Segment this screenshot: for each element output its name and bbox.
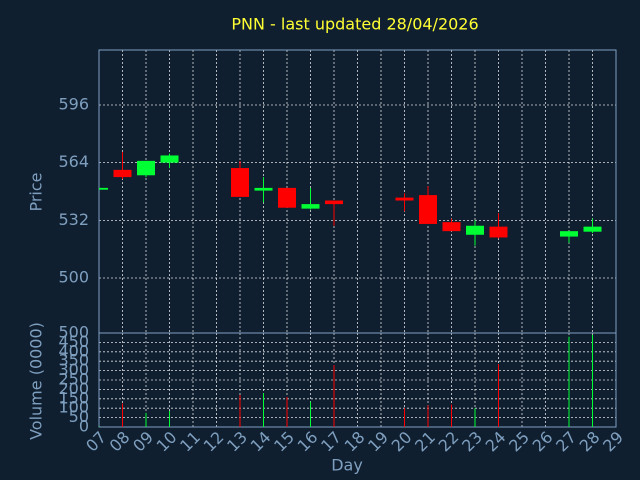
candle-body bbox=[99, 187, 108, 190]
volume-frame bbox=[98, 332, 617, 428]
x-axis-label: Day bbox=[331, 456, 363, 475]
candles bbox=[99, 151, 602, 246]
volume-tick-label: 250 bbox=[58, 370, 89, 389]
y-tick-label: 596 bbox=[58, 94, 89, 113]
candle-body bbox=[231, 168, 249, 197]
candle-body bbox=[560, 231, 578, 237]
candle-body bbox=[325, 200, 343, 205]
candle-body bbox=[160, 155, 179, 163]
candle-body bbox=[395, 197, 414, 201]
candle-body bbox=[301, 204, 320, 209]
volume-tick-label: 400 bbox=[58, 341, 89, 360]
candle-body bbox=[466, 225, 484, 235]
volume-tick-label: 100 bbox=[58, 398, 89, 417]
volume-tick-label: 200 bbox=[58, 379, 89, 398]
volume-tick-label: 50 bbox=[69, 407, 89, 426]
candle-body bbox=[442, 222, 461, 232]
y-tick-label: 532 bbox=[58, 210, 89, 229]
candle-body bbox=[254, 187, 273, 191]
y-axis-label: Price bbox=[27, 172, 46, 211]
candle-body bbox=[113, 169, 132, 178]
candle-body bbox=[419, 195, 437, 224]
y-tick-label: 500 bbox=[58, 268, 89, 287]
volume-tick-label: 450 bbox=[58, 332, 89, 351]
volume-tick-label: 350 bbox=[58, 351, 89, 370]
volume-bars bbox=[99, 334, 593, 427]
volume-tick-label: 150 bbox=[58, 388, 89, 407]
candle-body bbox=[278, 187, 296, 208]
y-tick-label: 564 bbox=[58, 152, 89, 171]
volume-tick-label: 500 bbox=[58, 323, 89, 342]
candle-body bbox=[489, 226, 508, 238]
volume-tick-label: 300 bbox=[58, 360, 89, 379]
candle-body bbox=[583, 226, 602, 232]
chart-title: PNN - last updated 28/04/2026 bbox=[231, 15, 478, 34]
volume-axis-label: Volume (0000) bbox=[27, 322, 46, 440]
candle-body bbox=[137, 160, 155, 176]
volume-tick-label: 0 bbox=[79, 417, 89, 436]
